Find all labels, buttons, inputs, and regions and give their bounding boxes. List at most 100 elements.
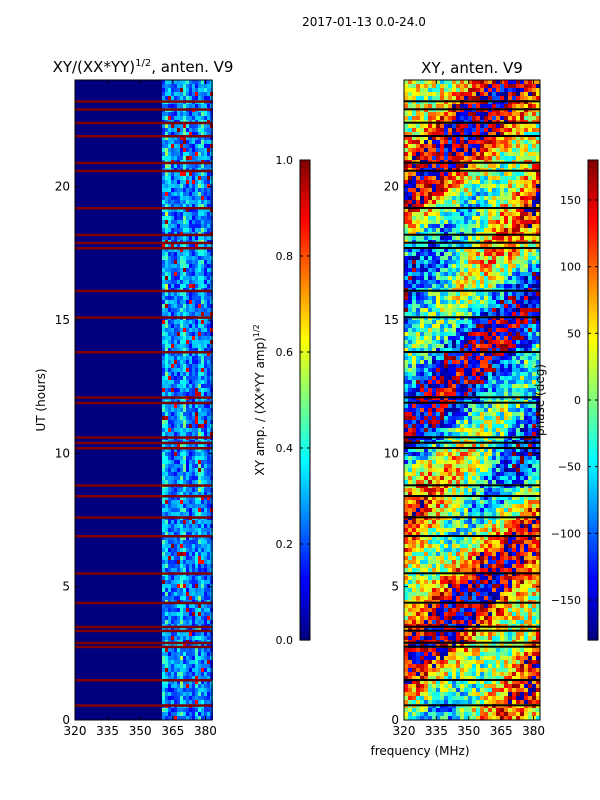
phase-cell — [432, 172, 436, 176]
phase-cell — [492, 152, 496, 156]
phase-cell — [492, 228, 496, 232]
amplitude-cell — [192, 568, 195, 572]
amplitude-cell — [162, 308, 165, 312]
phase-cell — [496, 180, 500, 184]
amplitude-cell — [177, 424, 180, 428]
amplitude-cell — [165, 528, 168, 532]
amplitude-cell — [195, 372, 198, 376]
amplitude-cell — [195, 296, 198, 300]
amplitude-cell — [180, 404, 183, 408]
amplitude-cell — [198, 472, 201, 476]
amplitude-cell — [183, 324, 186, 328]
phase-cell — [456, 144, 460, 148]
phase-cell — [440, 88, 444, 92]
phase-cell — [524, 272, 528, 276]
amplitude-cell — [201, 184, 204, 188]
amplitude-y-axis-label: UT (hours) — [34, 368, 48, 431]
amplitude-cell — [165, 500, 168, 504]
phase-cell — [500, 320, 504, 324]
phase-cell — [428, 292, 432, 296]
amplitude-cell — [183, 148, 186, 152]
amplitude-cell — [195, 96, 198, 100]
phase-cell — [500, 236, 504, 240]
phase-cell — [440, 292, 444, 296]
phase-cell — [448, 188, 452, 192]
amplitude-cell — [204, 468, 207, 472]
phase-cell — [416, 136, 420, 140]
amplitude-cell — [198, 692, 201, 696]
phase-cell — [464, 268, 468, 272]
amplitude-cell — [207, 492, 210, 496]
phase-cell — [432, 136, 436, 140]
phase-cell — [460, 244, 464, 248]
phase-cell — [536, 292, 540, 296]
phase-cell — [460, 308, 464, 312]
phase-cell — [484, 268, 488, 272]
amplitude-cell — [177, 328, 180, 332]
amplitude-cell — [162, 124, 165, 128]
amplitude-colorbar-segment — [300, 392, 310, 397]
amplitude-cell — [162, 388, 165, 392]
phase-cell — [492, 308, 496, 312]
amplitude-cell — [174, 480, 177, 484]
phase-cell — [444, 216, 448, 220]
phase-cell — [412, 284, 416, 288]
phase-cell — [476, 268, 480, 272]
phase-cell — [516, 276, 520, 280]
phase-cell — [440, 308, 444, 312]
amplitude-cell — [189, 392, 192, 396]
phase-cell — [480, 132, 484, 136]
phase-cell — [504, 260, 508, 264]
phase-cell — [436, 116, 440, 120]
phase-cell — [440, 96, 444, 100]
amplitude-cell — [204, 180, 207, 184]
phase-cell — [416, 304, 420, 308]
amplitude-cell — [183, 420, 186, 424]
amplitude-cell — [168, 152, 171, 156]
amplitude-cell — [165, 620, 168, 624]
amplitude-cell — [204, 612, 207, 616]
phase-cell — [504, 180, 508, 184]
phase-cell — [432, 228, 436, 232]
phase-cell — [492, 204, 496, 208]
amplitude-cell — [198, 252, 201, 256]
amplitude-cell — [177, 196, 180, 200]
amplitude-cell — [186, 512, 189, 516]
amplitude-cell — [186, 576, 189, 580]
phase-cell — [428, 164, 432, 168]
amplitude-cell — [195, 104, 198, 108]
phase-cell — [484, 244, 488, 248]
amplitude-cell — [207, 616, 210, 620]
amplitude-cell — [180, 244, 183, 248]
amplitude-cell — [189, 200, 192, 204]
phase-cell — [532, 216, 536, 220]
amplitude-cell — [171, 492, 174, 496]
amplitude-cell — [174, 568, 177, 572]
amplitude-cell — [177, 264, 180, 268]
phase-cell — [428, 272, 432, 276]
phase-cell — [416, 300, 420, 304]
amplitude-cell — [186, 688, 189, 692]
phase-cell — [524, 136, 528, 140]
phase-cell — [448, 124, 452, 128]
phase-cell — [404, 212, 408, 216]
phase-cell — [420, 192, 424, 196]
amplitude-cell — [174, 616, 177, 620]
phase-cell — [480, 172, 484, 176]
amplitude-cell — [183, 132, 186, 136]
phase-cell — [472, 320, 476, 324]
phase-cell — [432, 296, 436, 300]
phase-cell — [480, 244, 484, 248]
amplitude-cell — [204, 228, 207, 232]
amplitude-cell — [168, 692, 171, 696]
amplitude-cell — [171, 608, 174, 612]
phase-cell — [480, 116, 484, 120]
amplitude-cell — [168, 408, 171, 412]
amplitude-cell — [177, 688, 180, 692]
amplitude-cell — [186, 152, 189, 156]
amplitude-cell — [165, 80, 168, 84]
phase-cell — [492, 80, 496, 84]
phase-cell — [492, 176, 496, 180]
amplitude-cell — [174, 448, 177, 452]
phase-cell — [472, 148, 476, 152]
